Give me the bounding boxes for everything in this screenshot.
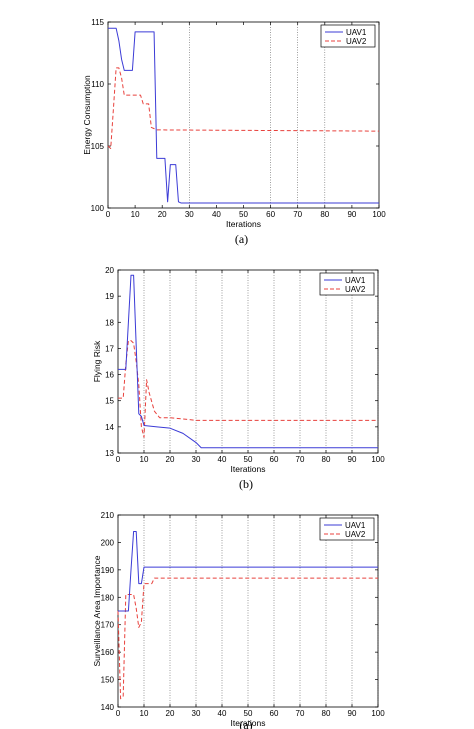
y-tick-label: 16: [105, 371, 114, 380]
legend-label-uav2: UAV2: [346, 37, 367, 46]
x-tick-label: 100: [372, 210, 386, 219]
legend-label-uav2: UAV2: [345, 530, 366, 539]
x-tick-label: 70: [296, 455, 305, 464]
legend-label-uav2: UAV2: [345, 285, 366, 294]
x-tick-label: 100: [371, 709, 385, 718]
series-line-uav2: [117, 577, 378, 700]
y-tick-label: 20: [105, 266, 114, 275]
y-tick-label: 17: [105, 344, 114, 353]
y-tick-label: 140: [101, 703, 115, 712]
chart-flying-risk: 0 10 20 30 40 50 60 70 80 90 100 13 14 15 16 17 18 19 20 It…: [92, 266, 385, 491]
x-tick-label: 100: [371, 455, 385, 464]
x-tick-label: 20: [166, 709, 175, 718]
x-tick-label: 60: [270, 709, 279, 718]
x-tick-label: 40: [218, 709, 227, 718]
figure-caption: (a): [239, 718, 252, 729]
x-tick-label: 90: [347, 210, 356, 219]
y-tick-label: 210: [101, 511, 115, 520]
plot-area: [108, 22, 379, 208]
y-tick-label: 190: [101, 566, 115, 575]
x-tick-label: 30: [192, 709, 201, 718]
x-tick-label: 50: [244, 709, 253, 718]
series-line-uav2: [118, 340, 378, 438]
series-line-uav1: [108, 27, 379, 204]
x-axis-title: Iterations: [231, 464, 266, 474]
x-tick-label: 60: [270, 455, 279, 464]
x-tick-label: 40: [218, 455, 227, 464]
x-tick-label: 90: [348, 709, 357, 718]
x-tick-label: 70: [296, 709, 305, 718]
x-tick-label: 80: [322, 455, 331, 464]
y-tick-label: 100: [91, 204, 105, 213]
y-tick-label: 18: [105, 318, 114, 327]
x-axis-title: Iterations: [231, 718, 266, 728]
x-tick-label: 10: [140, 455, 149, 464]
figure-caption: (b): [239, 477, 253, 491]
y-axis-title: Energy Consumption: [82, 75, 92, 155]
series-line-uav1: [118, 530, 378, 612]
x-tick-label: 0: [116, 709, 121, 718]
legend-label-uav1: UAV1: [346, 28, 367, 37]
x-tick-label: 30: [192, 455, 201, 464]
y-tick-label: 105: [91, 142, 105, 151]
y-tick-label: 115: [91, 18, 104, 27]
x-tick-label: 50: [239, 210, 248, 219]
figure-caption: (a): [235, 232, 248, 246]
y-tick-label: 14: [105, 423, 114, 432]
y-tick-label: 200: [101, 538, 115, 547]
y-tick-label: 180: [101, 593, 115, 602]
x-tick-label: 60: [266, 210, 275, 219]
x-tick-label: 0: [106, 210, 111, 219]
x-tick-label: 70: [293, 210, 302, 219]
x-tick-label: 80: [322, 709, 331, 718]
chart-surveillance-area-importance: 0 10 20 30 40 50 60 70 80 90 100 140 150 160 170 180 190…: [92, 511, 385, 729]
y-axis-title: Surveillance Area Importance: [92, 555, 102, 666]
y-tick-label: 19: [105, 292, 114, 301]
series-line-uav2: [107, 67, 380, 149]
y-axis-title: Flying Risk: [92, 340, 102, 382]
chart-energy-consumption: 0 10 20 30 40 50 60 70 80 90 100 100 105 110 115 Iterat…: [82, 18, 386, 246]
y-tick-label: 170: [101, 621, 115, 630]
x-tick-label: 10: [131, 210, 140, 219]
y-tick-label: 150: [101, 676, 115, 685]
x-tick-label: 80: [320, 210, 329, 219]
x-tick-label: 20: [158, 210, 167, 219]
y-tick-label: 15: [105, 397, 114, 406]
x-tick-label: 90: [348, 455, 357, 464]
series-line-uav1: [118, 274, 378, 449]
y-tick-label: 160: [101, 648, 115, 657]
x-axis-title: Iterations: [226, 219, 261, 229]
x-tick-label: 0: [116, 455, 121, 464]
x-tick-label: 20: [166, 455, 175, 464]
x-tick-label: 50: [244, 455, 253, 464]
x-tick-label: 10: [140, 709, 149, 718]
legend-label-uav1: UAV1: [345, 521, 366, 530]
y-tick-label: 110: [91, 80, 104, 89]
x-tick-label: 40: [212, 210, 221, 219]
legend-label-uav1: UAV1: [345, 276, 366, 285]
x-tick-label: 30: [185, 210, 194, 219]
y-tick-label: 13: [105, 449, 114, 458]
